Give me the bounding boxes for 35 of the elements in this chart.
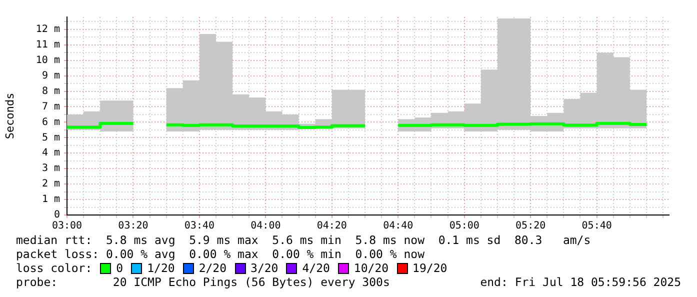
x-tick-label: 03:40 [184,220,215,232]
x-tick-label: 04:00 [250,220,281,232]
y-tick-label: 0 [54,210,60,221]
text: probe: 20 ICMP Echo Pings (56 Bytes) every 300s [16,275,390,289]
y-tick-label: 12 m [36,24,60,35]
y-tick-label: 10 m [36,54,60,66]
x-tick-label: 04:20 [316,220,347,232]
y-tick-label: 4 m [42,148,60,159]
text: end: Fri Jul 18 05:59:56 2025 [480,275,681,289]
x-tick-label: 03:00 [52,220,82,232]
y-tick-label: 9 m [42,70,60,82]
legend-label: 10/20 [354,261,389,275]
y-tick-label: 8 m [42,86,60,97]
y-tick-label: 7 m [42,101,60,112]
y-tick-label: 1 m [42,194,60,206]
text: packet loss: 0.00 % avg 0.00 % max 0.00 % min 0.00 % now [16,247,426,261]
legend-label: 4/20 [302,261,330,275]
legend-title: loss color: [16,261,92,275]
text: median rtt: 5.8 ms avg 5.9 ms max 5.6 ms min 5.8 ms now 0.1 ms sd 80.3 am/s [16,233,592,247]
legend-label: 19/20 [412,261,448,275]
legend-label: 2/20 [198,261,227,275]
y-tick-label: 2 m [42,178,60,190]
legend-label: 1/20 [147,261,175,275]
x-tick-label: 04:40 [383,220,414,232]
x-tick-label: 03:20 [118,220,148,232]
y-tick-label: 5 m [42,132,60,144]
y-axis-title: Seconds [3,92,16,140]
x-tick-label: 05:00 [449,220,480,232]
x-tick-label: 05:40 [582,220,612,232]
y-tick-label: 3 m [42,163,60,174]
legend-label: 0 [116,261,124,275]
y-tick-label: 11 m [36,39,60,50]
legend-label: 3/20 [250,261,278,275]
y-tick-label: 6 m [42,116,60,128]
x-tick-label: 05:20 [516,220,546,232]
